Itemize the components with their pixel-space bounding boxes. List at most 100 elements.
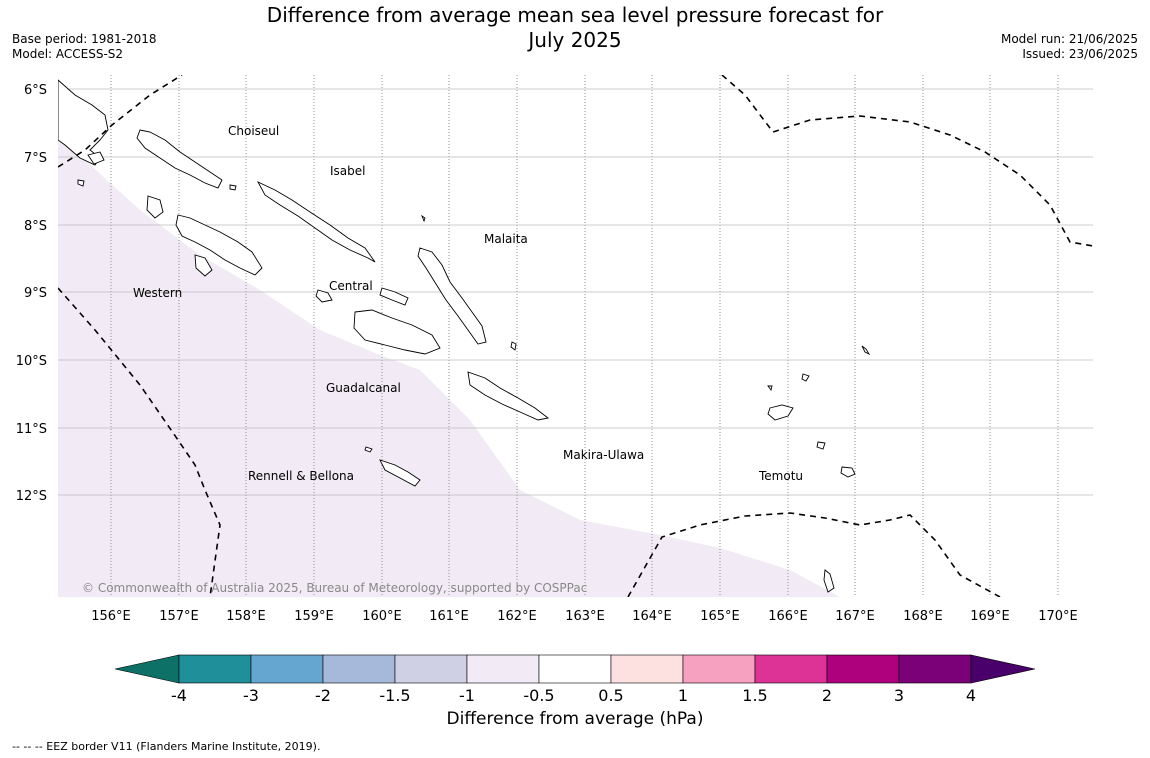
- small-isle-4: [767, 385, 773, 392]
- model-run: Model run: 21/06/2025: [1000, 32, 1138, 46]
- colorbar-swatch: [754, 654, 828, 684]
- colorbar-swatch: [538, 654, 612, 684]
- colorbar-swatch: [394, 654, 468, 684]
- colorbar: -4 -3 -2 -1.5 -1 -0.5 0.5 1 1.5 2 3 4: [114, 654, 1036, 705]
- colorbar-tick: 0.5: [598, 686, 623, 705]
- colorbar-tick: -2: [315, 686, 331, 705]
- colorbar-swatch: [466, 654, 540, 684]
- colorbar-label: Difference from average (hPa): [446, 709, 704, 729]
- region-label-makira-ulawa: Makira-Ulawa: [563, 448, 644, 462]
- santa-isabel-island: [256, 181, 376, 263]
- lat-label: 10°S: [16, 354, 47, 369]
- coastlines: [58, 79, 871, 593]
- vella-lavella-island: [146, 195, 164, 219]
- lon-label: 167°E: [835, 609, 875, 624]
- colorbar-tick: 3: [894, 686, 904, 705]
- colorbar-tick: 4: [966, 686, 976, 705]
- base-period: Base period: 1981-2018: [12, 32, 157, 46]
- lon-label: 158°E: [226, 609, 266, 624]
- bougainville-island: [58, 79, 109, 166]
- region-label-rennell-bellona: Rennell & Bellona: [248, 469, 354, 483]
- guadalcanal-island: [353, 309, 441, 355]
- eez-legend-note: -- -- -- EEZ border V11 (Flanders Marine…: [12, 740, 321, 753]
- region-label-guadalcanal: Guadalcanal: [326, 381, 401, 395]
- malaita-island: [417, 247, 487, 345]
- lon-label: 162°E: [497, 609, 537, 624]
- region-label-temotu: Temotu: [758, 469, 803, 483]
- colorbar-tick: -1.5: [379, 686, 410, 705]
- colorbar-ticks: -4 -3 -2 -1.5 -1 -0.5 0.5 1 1.5 2 3 4: [171, 686, 976, 705]
- region-label-western: Western: [133, 286, 182, 300]
- colorbar-tick: -4: [171, 686, 187, 705]
- meta-right: Model run: 21/06/2025 Issued: 23/06/2025: [1001, 32, 1138, 62]
- lat-label: 7°S: [24, 151, 47, 166]
- region-label-malaita: Malaita: [484, 232, 528, 246]
- copyright-notice: © Commonwealth of Australia 2025, Bureau…: [82, 581, 587, 595]
- lat-label: 9°S: [24, 286, 47, 301]
- colorbar-swatches: [114, 654, 1036, 684]
- colorbar-tick: -0.5: [523, 686, 554, 705]
- bellona-island: [364, 446, 373, 453]
- meta-left: Base period: 1981-2018 Model: ACCESS-S2: [12, 32, 157, 62]
- small-isle-2: [229, 184, 237, 191]
- region-label-central: Central: [329, 279, 373, 293]
- colorbar-swatch: [610, 654, 684, 684]
- colorbar-swatch: [322, 654, 396, 684]
- lon-label: 164°E: [632, 609, 672, 624]
- shortland-islands: [87, 151, 105, 165]
- choiseul-island: [136, 129, 223, 189]
- issued-date: Issued: 23/06/2025: [1022, 47, 1138, 61]
- lon-label: 157°E: [159, 609, 199, 624]
- tikopia-island: [823, 569, 835, 593]
- colorbar-swatch: [826, 654, 900, 684]
- lon-label: 156°E: [91, 609, 131, 624]
- colorbar-tick: -1: [459, 686, 475, 705]
- model-name: Model: ACCESS-S2: [12, 47, 124, 61]
- lon-label: 166°E: [768, 609, 808, 624]
- map: 6°S 7°S 8°S 9°S 10°S 11°S 12°S 156°E 157…: [16, 75, 1093, 624]
- title-line-2: July 2025: [528, 28, 622, 52]
- chart-title: Difference from average mean sea level p…: [0, 3, 1150, 53]
- utupua-island: [816, 441, 826, 450]
- lat-label: 12°S: [16, 489, 47, 504]
- colorbar-swatch: [178, 654, 252, 684]
- region-labels: Choiseul Isabel Malaita Central Western …: [133, 124, 803, 483]
- vanikoro-island: [840, 466, 856, 478]
- colorbar-swatch: [682, 654, 756, 684]
- new-georgia-island: [175, 214, 263, 276]
- rendova-island: [194, 254, 213, 277]
- lon-label: 161°E: [429, 609, 469, 624]
- russell-islands: [379, 287, 409, 306]
- colorbar-tick: 1.5: [742, 686, 767, 705]
- nggela-islands: [315, 289, 333, 303]
- anomaly-shading: [58, 140, 840, 597]
- region-label-isabel: Isabel: [330, 164, 365, 178]
- ndende-island: [767, 404, 794, 421]
- small-isle-3: [421, 214, 426, 223]
- colorbar-extend-high: [970, 654, 1036, 684]
- lon-label: 170°E: [1038, 609, 1078, 624]
- colorbar-swatch: [250, 654, 324, 684]
- small-isle-1: [77, 179, 85, 187]
- lon-label: 168°E: [903, 609, 943, 624]
- lon-label: 169°E: [970, 609, 1010, 624]
- lon-label: 165°E: [700, 609, 740, 624]
- colorbar-tick: 1: [678, 686, 688, 705]
- duff-islands: [861, 345, 871, 356]
- ulawa-island: [510, 341, 517, 351]
- lat-label: 11°S: [16, 422, 47, 437]
- rennell-island: [379, 459, 421, 487]
- title-line-1: Difference from average mean sea level p…: [266, 3, 884, 27]
- lat-axis: 6°S 7°S 8°S 9°S 10°S 11°S 12°S: [16, 83, 47, 504]
- region-label-choiseul: Choiseul: [228, 124, 279, 138]
- lon-label: 160°E: [362, 609, 402, 624]
- colorbar-tick: -3: [243, 686, 259, 705]
- colorbar-swatch: [898, 654, 972, 684]
- reef-islands: [801, 373, 810, 382]
- lon-label: 163°E: [565, 609, 605, 624]
- lat-label: 6°S: [24, 83, 47, 98]
- lon-label: 159°E: [294, 609, 334, 624]
- lat-label: 8°S: [24, 219, 47, 234]
- lat-gridlines: [58, 88, 1093, 496]
- eez-borders: [58, 75, 1093, 597]
